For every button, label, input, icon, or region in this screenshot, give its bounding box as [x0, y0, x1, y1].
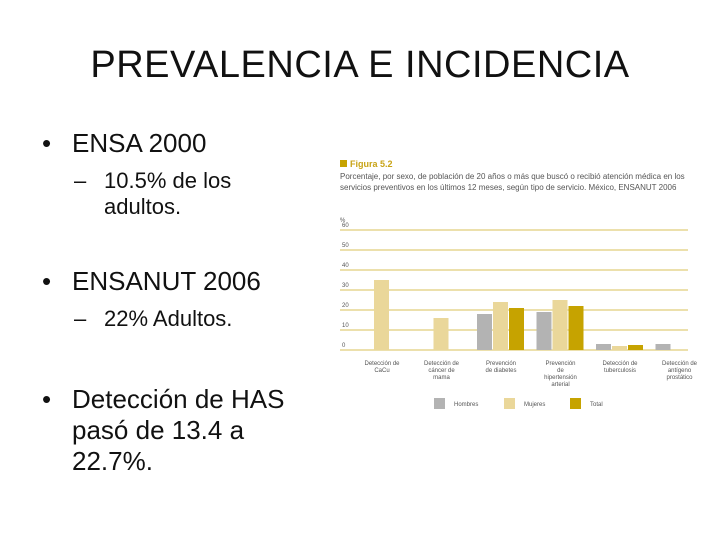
bar-mujeres: [612, 346, 627, 350]
sub-bullet-ensanut-2006: –22% Adultos.: [74, 306, 232, 332]
sub-bullet-text: 10.5% de los adultos.: [104, 168, 232, 219]
chart-title-line-1: Porcentaje, por sexo, de población de 20…: [340, 172, 685, 181]
slide-title: PREVALENCIA E INCIDENCIA: [90, 44, 630, 86]
legend-swatch-mujeres: [504, 398, 515, 409]
bullet-dot: •: [42, 266, 52, 296]
bullet-ensa-2000: • ENSA 2000: [42, 128, 206, 159]
category-label: Detección de cáncer de mama: [424, 361, 460, 381]
legend-label-total: Total: [590, 402, 603, 408]
legend-label-mujeres: Mujeres: [524, 402, 545, 408]
bullet-text: ENSANUT 2006: [72, 266, 261, 296]
category-label: Detección de CaCu: [364, 361, 400, 374]
y-tick-label: 60: [342, 223, 349, 229]
bar-mujeres: [433, 318, 449, 350]
bar-hombres: [477, 314, 492, 350]
legend-swatch-total: [570, 398, 581, 409]
legend-label-hombres: Hombres: [454, 402, 478, 408]
bar-hombres: [596, 344, 611, 350]
y-tick-label: 30: [342, 283, 349, 289]
bar-total: [509, 308, 524, 350]
sub-bullet-ensa-2000: –10.5% de los adultos.: [74, 168, 244, 220]
dash-mark: –: [74, 306, 87, 331]
bar-total: [568, 306, 584, 350]
legend-swatch-hombres: [434, 398, 445, 409]
bar-mujeres: [493, 302, 508, 350]
chart-title-line-2: servicios preventivos en los últimos 12 …: [340, 183, 677, 192]
sub-bullet-text: 22% Adultos.: [104, 306, 233, 331]
bullet-text: ENSA 2000: [72, 128, 207, 158]
bullet-ensanut-2006: • ENSANUT 2006: [42, 266, 261, 297]
y-tick-label: 20: [342, 303, 349, 309]
figure-label-square: [340, 160, 347, 167]
y-tick-label: 50: [342, 243, 349, 249]
y-tick-label: 0: [342, 343, 346, 349]
y-axis-label: %: [340, 218, 346, 224]
bullet-dot: •: [42, 384, 52, 414]
bullet-text: Detección de HAS pasó de 13.4 a 22.7%.: [72, 384, 285, 476]
bar-hombres: [655, 344, 671, 350]
bar-mujeres: [552, 300, 568, 350]
category-label: Prevención de hipertensión arterial: [544, 361, 577, 388]
dash-mark: –: [74, 168, 87, 193]
bar-hombres: [536, 312, 552, 350]
figure-label: Figura 5.2: [350, 159, 393, 169]
category-label: Detección de tuberculosis: [602, 361, 638, 374]
category-label: Detección de antígeno prostático: [662, 361, 698, 381]
bar-mujeres: [374, 280, 389, 350]
bullet-dot: •: [42, 128, 52, 158]
chart-figure-5-2: Figura 5.2 Porcentaje, por sexo, de pobl…: [340, 159, 698, 409]
y-tick-label: 10: [342, 323, 349, 329]
bullet-deteccion-has: • Detección de HAS pasó de 13.4 a 22.7%.: [42, 384, 312, 477]
y-tick-label: 40: [342, 263, 349, 269]
category-label: Prevención de diabetes: [485, 361, 516, 374]
bar-total: [628, 345, 643, 350]
